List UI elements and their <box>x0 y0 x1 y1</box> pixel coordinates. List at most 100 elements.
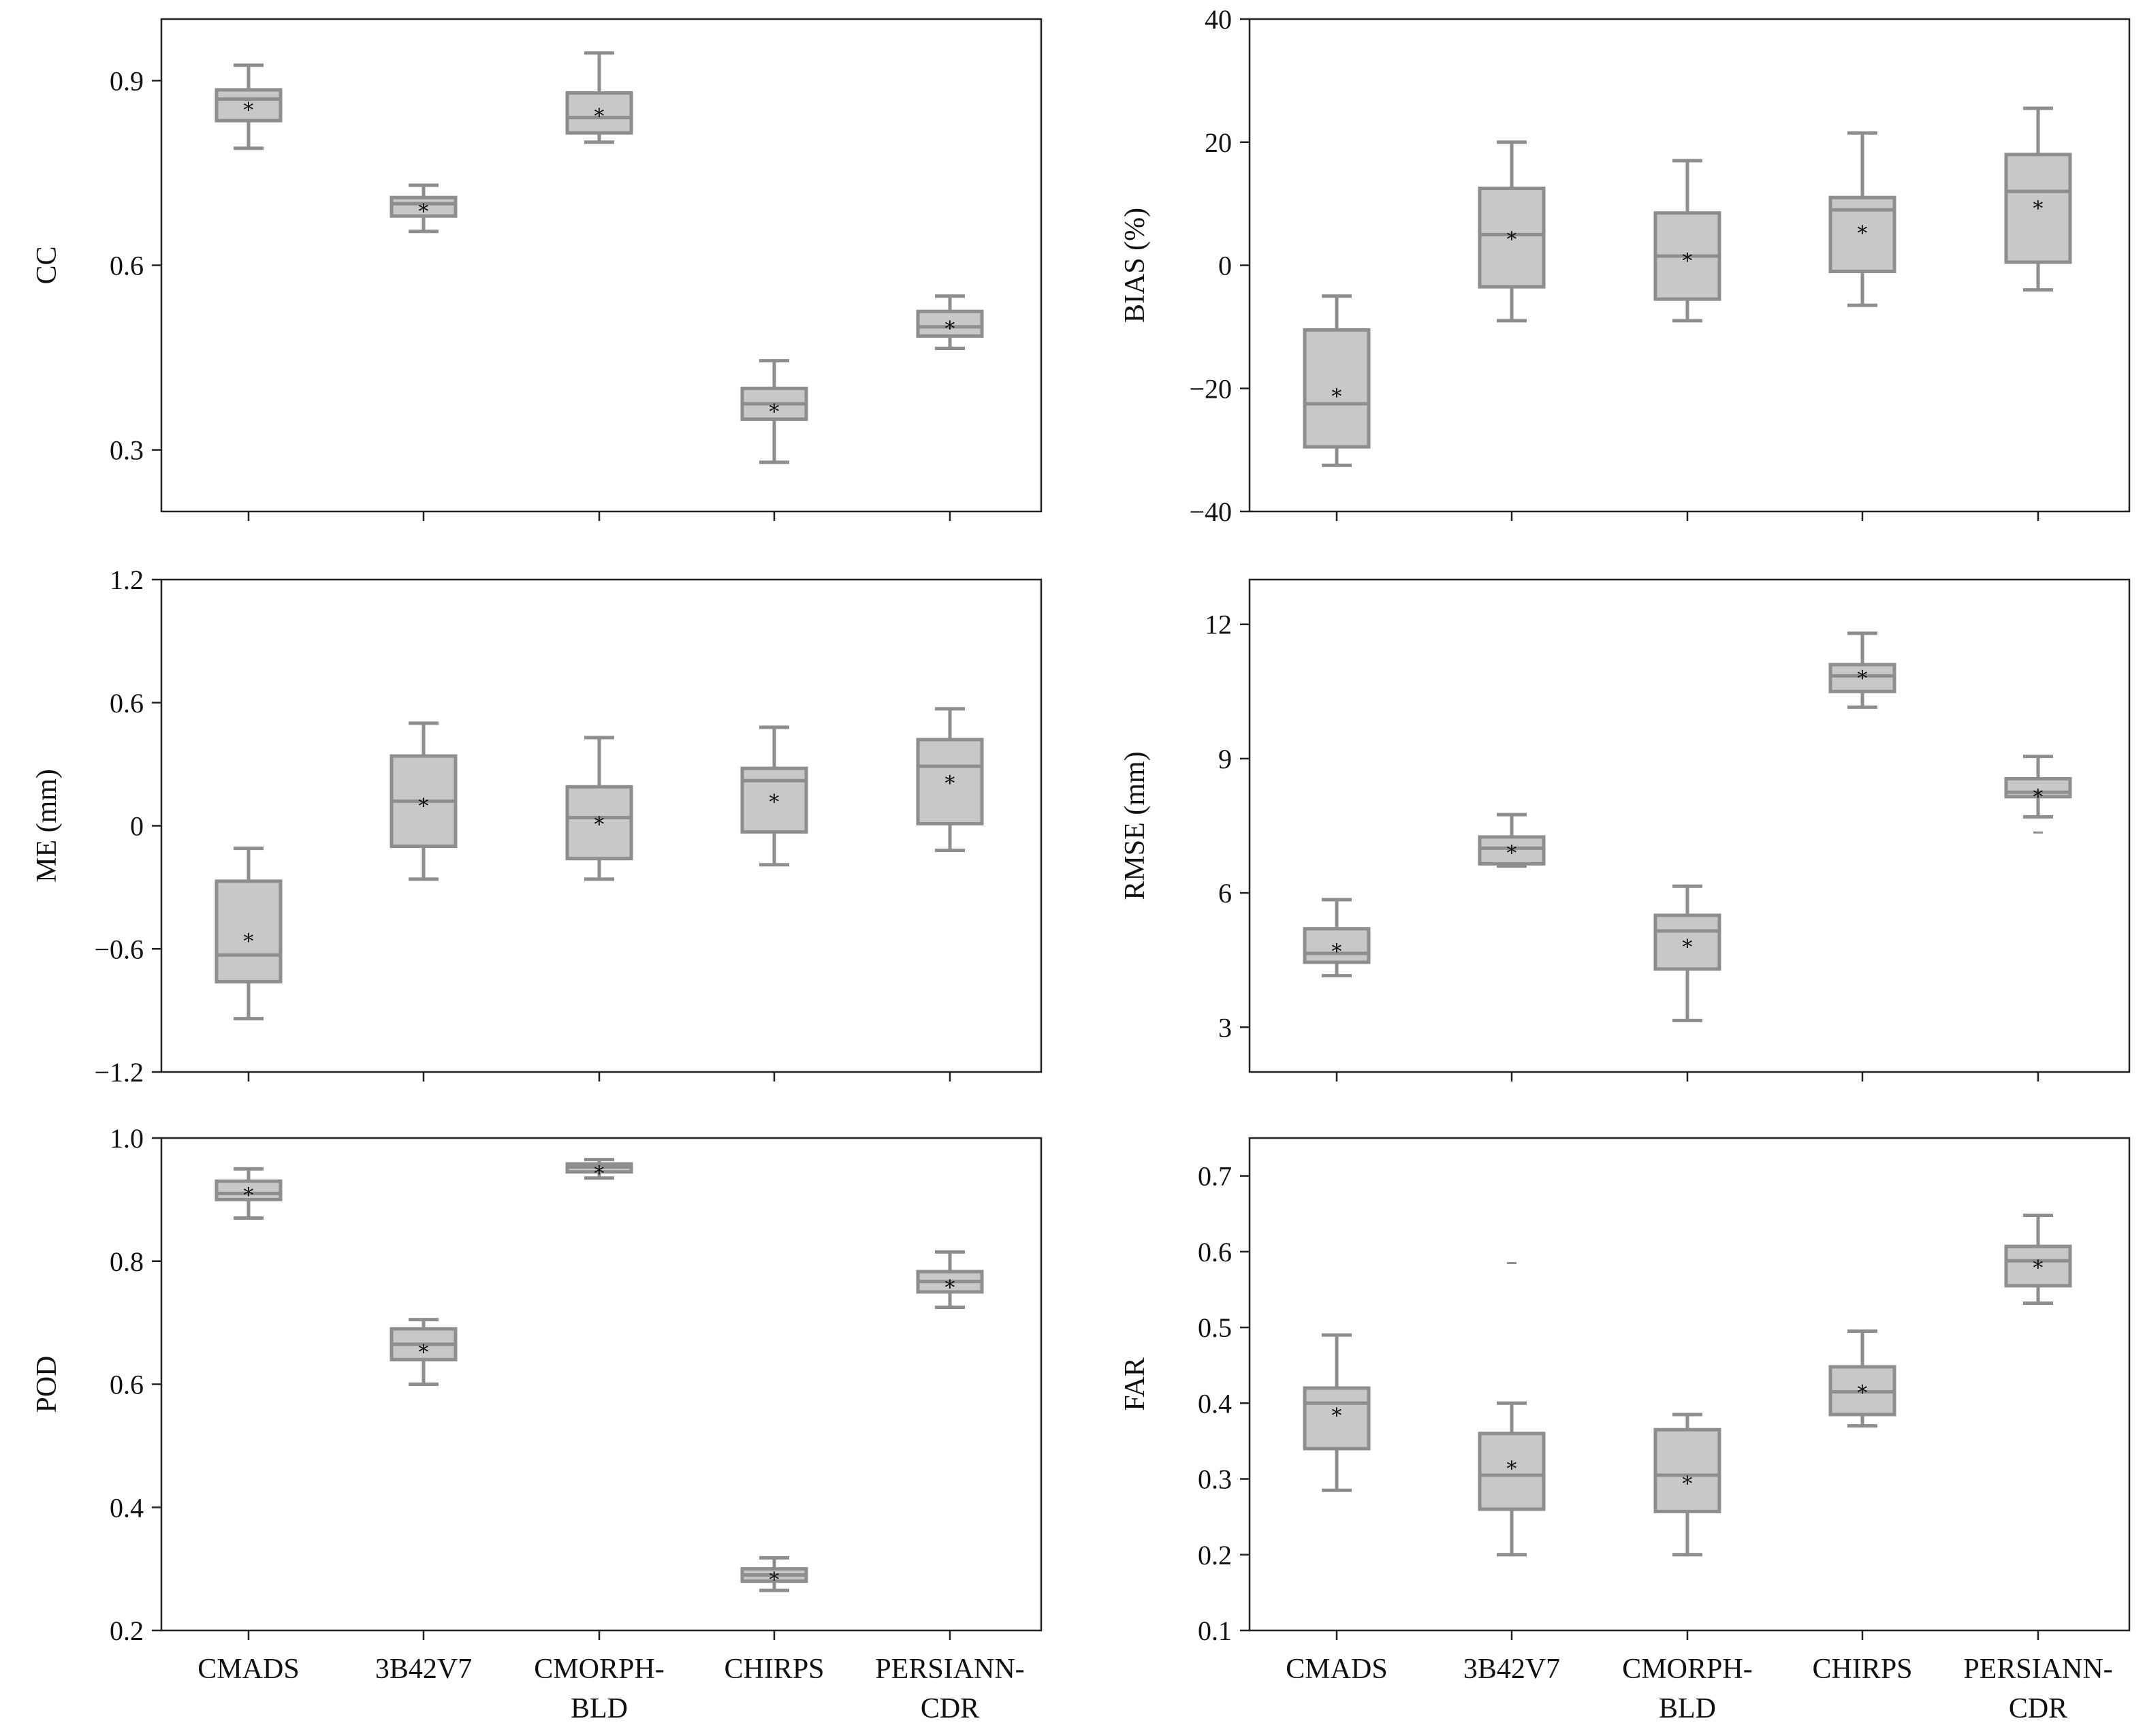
x-tick-label: PERSIANN-CDR <box>875 1654 1024 1724</box>
mean-marker: ∗ <box>242 95 255 118</box>
x-tick-label: CMORPH-BLD <box>1622 1654 1752 1724</box>
y-tick-label: 0.3 <box>1198 1464 1232 1495</box>
y-tick-label: 0.6 <box>110 1370 144 1400</box>
mean-marker: ∗ <box>1681 246 1694 268</box>
panel-1: 0.3 0.6 0.9 CC ∗ ∗ ∗ ∗ ∗ <box>31 18 1043 521</box>
mean-marker: ∗ <box>592 101 606 124</box>
y-tick-label: 0 <box>1218 251 1232 281</box>
box-persiann-cdr: ∗ <box>916 707 984 853</box>
y-tick-label: 0.2 <box>1198 1540 1232 1571</box>
box-cmorph-bld: ∗ <box>1653 884 1721 1022</box>
box-cmorph-bld: ∗ <box>565 1158 633 1181</box>
x-tick-label: CHIRPS <box>724 1654 824 1685</box>
mean-marker: ∗ <box>1681 1469 1694 1492</box>
iqr-box <box>1653 913 1721 971</box>
y-tick-label: 6 <box>1218 878 1232 909</box>
y-tick-label: 3 <box>1218 1012 1232 1043</box>
mean-marker: ∗ <box>943 313 957 336</box>
x-tick-label: 3B42V7 <box>1463 1654 1560 1685</box>
y-tick-label: −1.2 <box>94 1057 144 1088</box>
box-3b42v7: ∗ <box>390 1318 458 1386</box>
y-tick-label: 0.3 <box>110 435 144 466</box>
box-chirps: ∗ <box>1828 631 1896 709</box>
panel-2: −40 −20 0 20 40 BIAS (%) ∗ ∗ ∗ ∗ ∗ <box>1119 4 2131 527</box>
iqr-box <box>214 1179 283 1201</box>
y-tick-label: 0.7 <box>1198 1161 1232 1192</box>
iqr-box <box>1653 1427 1721 1513</box>
mean-marker: ∗ <box>1505 838 1519 860</box>
iqr-box <box>565 785 633 861</box>
iqr-box <box>1828 663 1896 693</box>
y-tick-label: 0 <box>130 811 144 842</box>
y-tick-label: 20 <box>1205 127 1232 158</box>
y-tick-label: 0.6 <box>1198 1237 1232 1267</box>
mean-marker: ∗ <box>1330 381 1344 404</box>
y-axis-label: ME (mm) <box>31 769 63 883</box>
iqr-box <box>1478 1432 1546 1511</box>
mean-marker: ∗ <box>1505 1453 1519 1476</box>
iqr-box <box>916 309 984 338</box>
box-cmorph-bld: ∗ <box>1653 1413 1721 1557</box>
y-axis-label: RMSE (mm) <box>1119 751 1151 900</box>
box-3b42v7: ∗ <box>1478 1262 1546 1557</box>
iqr-box <box>1478 187 1546 289</box>
iqr-box <box>1303 1386 1371 1451</box>
y-tick-label: 0.8 <box>110 1246 144 1277</box>
box-chirps: ∗ <box>740 359 808 464</box>
iqr-box <box>2004 1244 2072 1288</box>
mean-marker: ∗ <box>2031 193 2045 216</box>
box-chirps: ∗ <box>1828 131 1896 307</box>
y-axis-label: POD <box>31 1355 63 1413</box>
panel-5: 0.2 0.4 0.6 0.8 1.0 POD CMADS 3B42V7 CMORPH-BLD C… <box>31 1123 1043 1724</box>
mean-marker: ∗ <box>1856 663 1869 686</box>
y-tick-label: 12 <box>1205 610 1232 640</box>
mean-marker: ∗ <box>1330 936 1344 959</box>
x-tick-label: PERSIANN-CDR <box>1963 1654 2112 1724</box>
y-tick-label: −40 <box>1189 496 1232 527</box>
box-cmads: ∗ <box>214 1167 283 1220</box>
box-cmads: ∗ <box>214 847 283 1021</box>
box-cmads: ∗ <box>1303 898 1371 978</box>
box-3b42v7: ∗ <box>1478 140 1546 323</box>
y-tick-label: 0.5 <box>1198 1312 1232 1343</box>
iqr-box <box>214 879 283 983</box>
y-axis-label: CC <box>31 246 63 284</box>
plot-frame <box>1248 1137 2131 1632</box>
box-cmorph-bld: ∗ <box>1653 159 1721 323</box>
iqr-box <box>916 738 984 825</box>
iqr-box <box>390 195 458 218</box>
mean-marker: ∗ <box>242 1180 255 1203</box>
box-3b42v7: ∗ <box>390 183 458 234</box>
mean-marker: ∗ <box>2031 782 2045 804</box>
y-tick-label: 9 <box>1218 744 1232 774</box>
y-tick-label: 0.2 <box>110 1615 144 1646</box>
x-tick-label: CMORPH-BLD <box>534 1654 664 1724</box>
box-persiann-cdr: ∗ <box>916 1250 984 1310</box>
mean-marker: ∗ <box>943 768 957 791</box>
x-tick-label: CMADS <box>1286 1654 1387 1685</box>
y-tick-label: 0.4 <box>1198 1388 1232 1419</box>
y-tick-label: 0.6 <box>110 688 144 719</box>
y-tick-label: 0.4 <box>110 1492 144 1523</box>
y-axis-label: FAR <box>1119 1357 1151 1411</box>
plot-frame <box>1248 578 2131 1073</box>
box-cmorph-bld: ∗ <box>565 51 633 144</box>
mean-marker: ∗ <box>1330 1400 1344 1423</box>
panel-3: −1.2 −0.6 0 0.6 1.2 ME (mm) ∗ ∗ ∗ ∗ ∗ <box>31 565 1043 1088</box>
panel-4: 3 6 9 12 RMSE (mm) ∗ ∗ ∗ ∗ ∗ <box>1119 578 2131 1082</box>
iqr-box <box>214 88 283 123</box>
iqr-box <box>2004 153 2072 264</box>
y-tick-label: 0.1 <box>1198 1615 1232 1646</box>
box-chirps: ∗ <box>740 725 808 867</box>
box-chirps: ∗ <box>740 1556 808 1592</box>
box-persiann-cdr: ∗ <box>916 294 984 351</box>
mean-marker: ∗ <box>592 809 606 832</box>
x-tick-label: CHIRPS <box>1812 1654 1912 1685</box>
box-cmorph-bld: ∗ <box>565 736 633 881</box>
iqr-box <box>1303 927 1371 964</box>
box-persiann-cdr: ∗ <box>2004 106 2072 292</box>
box-3b42v7: ∗ <box>1478 812 1546 868</box>
box-cmads: ∗ <box>1303 1333 1371 1492</box>
mean-marker: ∗ <box>1681 932 1694 954</box>
